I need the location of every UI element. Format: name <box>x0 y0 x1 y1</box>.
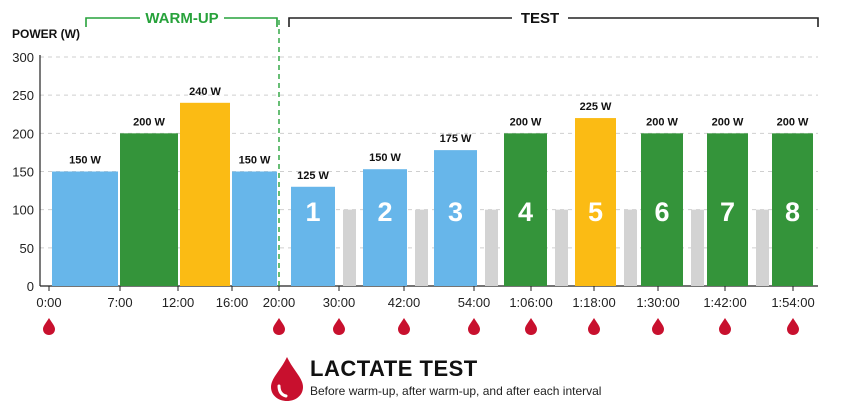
bar-value-label: 150 W <box>239 155 271 167</box>
bar-value-label: 125 W <box>297 170 329 182</box>
x-tick-label: 1:06:00 <box>509 295 552 310</box>
interval-bar <box>434 150 477 286</box>
x-tick-label: 0:00 <box>36 295 61 310</box>
y-tick-label: 250 <box>12 88 34 103</box>
bar-value-label: 175 W <box>440 133 472 145</box>
y-axis-label: POWER (W) <box>12 27 80 41</box>
lactate-drop-icon <box>652 318 664 335</box>
bar-value-label: 225 W <box>580 101 612 113</box>
interval-bar <box>363 169 407 286</box>
x-tick-label: 7:00 <box>107 295 132 310</box>
lactate-drop-icon <box>787 318 799 335</box>
y-tick-label: 100 <box>12 203 34 218</box>
x-tick-label: 30:00 <box>323 295 356 310</box>
y-tick-label: 200 <box>12 126 34 141</box>
rest-bar <box>555 209 568 286</box>
interval-number: 2 <box>377 197 392 227</box>
bar-value-label: 200 W <box>712 116 744 128</box>
interval-number: 4 <box>518 197 533 227</box>
test-bracket-left <box>288 17 512 27</box>
interval-bar <box>772 133 813 286</box>
y-tick-label: 150 <box>12 165 34 180</box>
rest-bar <box>756 209 769 286</box>
chart-area: 0 50 100 150 200 250 300 POWER (W) 0:00 7:00 12:00… <box>12 10 819 335</box>
lactate-drop-icon <box>719 318 731 335</box>
bar-value-label: 200 W <box>133 116 165 128</box>
x-tick-label: 1:54:00 <box>771 295 814 310</box>
y-tick-label: 300 <box>12 50 34 65</box>
x-tick-label: 12:00 <box>162 295 195 310</box>
interval-number: 7 <box>720 197 735 227</box>
interval-number: 1 <box>305 197 320 227</box>
interval-number: 3 <box>448 197 463 227</box>
lactate-drop-icon <box>43 318 55 335</box>
interval-bar <box>707 133 748 286</box>
y-tick-label: 0 <box>27 279 34 294</box>
lactate-drop-icon <box>525 318 537 335</box>
bar-value-label: 150 W <box>69 155 101 167</box>
rest-bar <box>485 209 498 286</box>
rest-bar <box>415 209 428 286</box>
legend-title: LACTATE TEST <box>310 356 478 381</box>
lactate-drop-icon <box>273 318 285 335</box>
rest-bar <box>691 209 704 286</box>
x-tick-label: 1:30:00 <box>636 295 679 310</box>
interval-bar <box>641 133 683 286</box>
warmup-bracket-right <box>224 17 278 27</box>
warmup-bracket-left <box>85 17 140 27</box>
lactate-legend: LACTATE TEST Before warm-up, after warm-… <box>270 356 601 402</box>
x-tick-label: 42:00 <box>388 295 421 310</box>
bar-value-label: 240 W <box>189 86 221 98</box>
y-tick-label: 50 <box>20 241 34 256</box>
warmup-bar <box>232 171 277 286</box>
warmup-bar <box>52 171 118 286</box>
legend-subtitle: Before warm-up, after warm-up, and after… <box>310 384 602 398</box>
phase-label-warmup: WARM-UP <box>145 10 218 27</box>
interval-number: 8 <box>785 197 800 227</box>
warmup-bar <box>120 133 178 286</box>
blood-drop-icon <box>270 356 304 402</box>
lactate-drop-icon <box>333 318 345 335</box>
rest-bar <box>343 209 356 286</box>
bar-value-label: 200 W <box>510 116 542 128</box>
interval-bar <box>575 118 616 286</box>
lactate-drop-icon <box>398 318 410 335</box>
lactate-drop-icon <box>588 318 600 335</box>
rest-bar <box>624 209 637 286</box>
x-tick-label: 16:00 <box>216 295 249 310</box>
x-tick-label: 1:18:00 <box>572 295 615 310</box>
interval-bar <box>291 186 335 286</box>
interval-number: 6 <box>654 197 669 227</box>
warmup-bar <box>180 102 230 286</box>
bar-value-label: 150 W <box>369 152 401 164</box>
x-tick-label: 1:42:00 <box>703 295 746 310</box>
test-bracket-right <box>568 17 819 27</box>
interval-bar <box>504 133 547 286</box>
bar-value-label: 200 W <box>777 116 809 128</box>
lactate-drop-icon <box>468 318 480 335</box>
x-tick-label: 20:00 <box>263 295 296 310</box>
bar-value-label: 200 W <box>646 116 678 128</box>
phase-label-test: TEST <box>521 10 559 27</box>
x-tick-label: 54:00 <box>458 295 491 310</box>
interval-number: 5 <box>588 197 603 227</box>
